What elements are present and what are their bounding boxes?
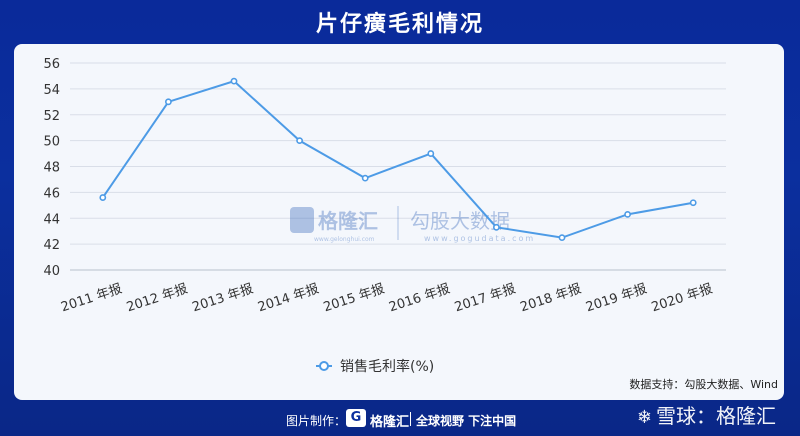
data-source-note: 数据支持：勾股大数据、Wind	[629, 378, 778, 391]
line-chart: 40 42 44 46 48 50 52 54 56 2011 年报 2012 年报 2013 年报…	[43, 57, 726, 375]
x-tick-label: 2017 年报	[453, 282, 518, 316]
chart-title: 片仔癀毛利情况	[315, 12, 484, 37]
watermark: 格隆汇 www.gelonghui.com 勾股大数据 www.gogudata…	[290, 206, 535, 243]
footer-brand: 格隆汇	[370, 415, 410, 430]
x-tick-label: 2018 年报	[518, 282, 583, 316]
series-points	[99, 77, 697, 242]
x-tick-label: 2011 年报	[59, 282, 124, 316]
footer-credit: 图片制作：	[286, 414, 347, 428]
y-tick-label: 48	[43, 161, 60, 176]
watermark-partner-text: 勾股大数据	[410, 209, 510, 233]
corner-watermark: ❄ 雪球：格隆汇	[637, 400, 776, 429]
footer-slogan: 全球视野 下注中国	[416, 414, 517, 428]
watermark-logo-sub: www.gelonghui.com	[314, 236, 375, 243]
x-tick-label: 2012 年报	[125, 282, 190, 316]
brand-logo-icon: G	[346, 409, 366, 427]
x-tick-label: 2020 年报	[650, 282, 715, 316]
x-tick-labels: 2011 年报 2012 年报 2013 年报 2014 年报 2015 年报 2016 …	[59, 282, 714, 316]
y-tick-label: 52	[43, 109, 60, 124]
x-tick-label: 2013 年报	[190, 282, 255, 316]
x-tick-label: 2014 年报	[256, 282, 321, 316]
legend: 销售毛利率(%)	[316, 358, 434, 375]
y-tick-label: 50	[43, 135, 60, 150]
chart-panel: 40 42 44 46 48 50 52 54 56 2011 年报 2012 年报 2013 年报…	[14, 44, 784, 400]
footer-divider	[410, 412, 411, 426]
watermark-logo-text: 格隆汇	[318, 209, 378, 233]
x-tick-label: 2015 年报	[322, 282, 387, 316]
y-tick-labels: 40 42 44 46 48 50 52 54 56	[43, 57, 60, 279]
y-tick-label: 56	[43, 57, 60, 72]
y-tick-label: 54	[43, 83, 60, 98]
data-point	[689, 199, 697, 207]
legend-label: 销售毛利率(%)	[340, 358, 434, 375]
y-tick-label: 40	[43, 264, 60, 279]
y-tick-label: 42	[43, 238, 60, 253]
data-point	[624, 210, 631, 218]
data-point	[558, 234, 566, 242]
data-point	[164, 98, 172, 106]
data-point	[230, 77, 238, 85]
series-line	[101, 79, 694, 239]
corner-watermark-text: 雪球：格隆汇	[656, 404, 776, 428]
watermark-partner-sub: www.gogudata.com	[424, 234, 535, 243]
watermark-logo-icon	[290, 207, 314, 233]
data-point	[427, 150, 435, 157]
data-point	[296, 137, 303, 145]
data-point	[361, 174, 369, 182]
x-tick-label: 2019 年报	[584, 282, 649, 316]
x-tick-label: 2016 年报	[387, 282, 452, 316]
data-point	[492, 223, 500, 231]
legend-marker-icon	[319, 361, 329, 371]
snowflake-icon: ❄	[636, 407, 652, 428]
y-tick-label: 44	[43, 212, 60, 227]
data-point	[99, 194, 107, 201]
y-tick-label: 46	[43, 186, 60, 201]
footer: 图片制作： G 格隆汇 全球视野 下注中国	[0, 408, 800, 430]
